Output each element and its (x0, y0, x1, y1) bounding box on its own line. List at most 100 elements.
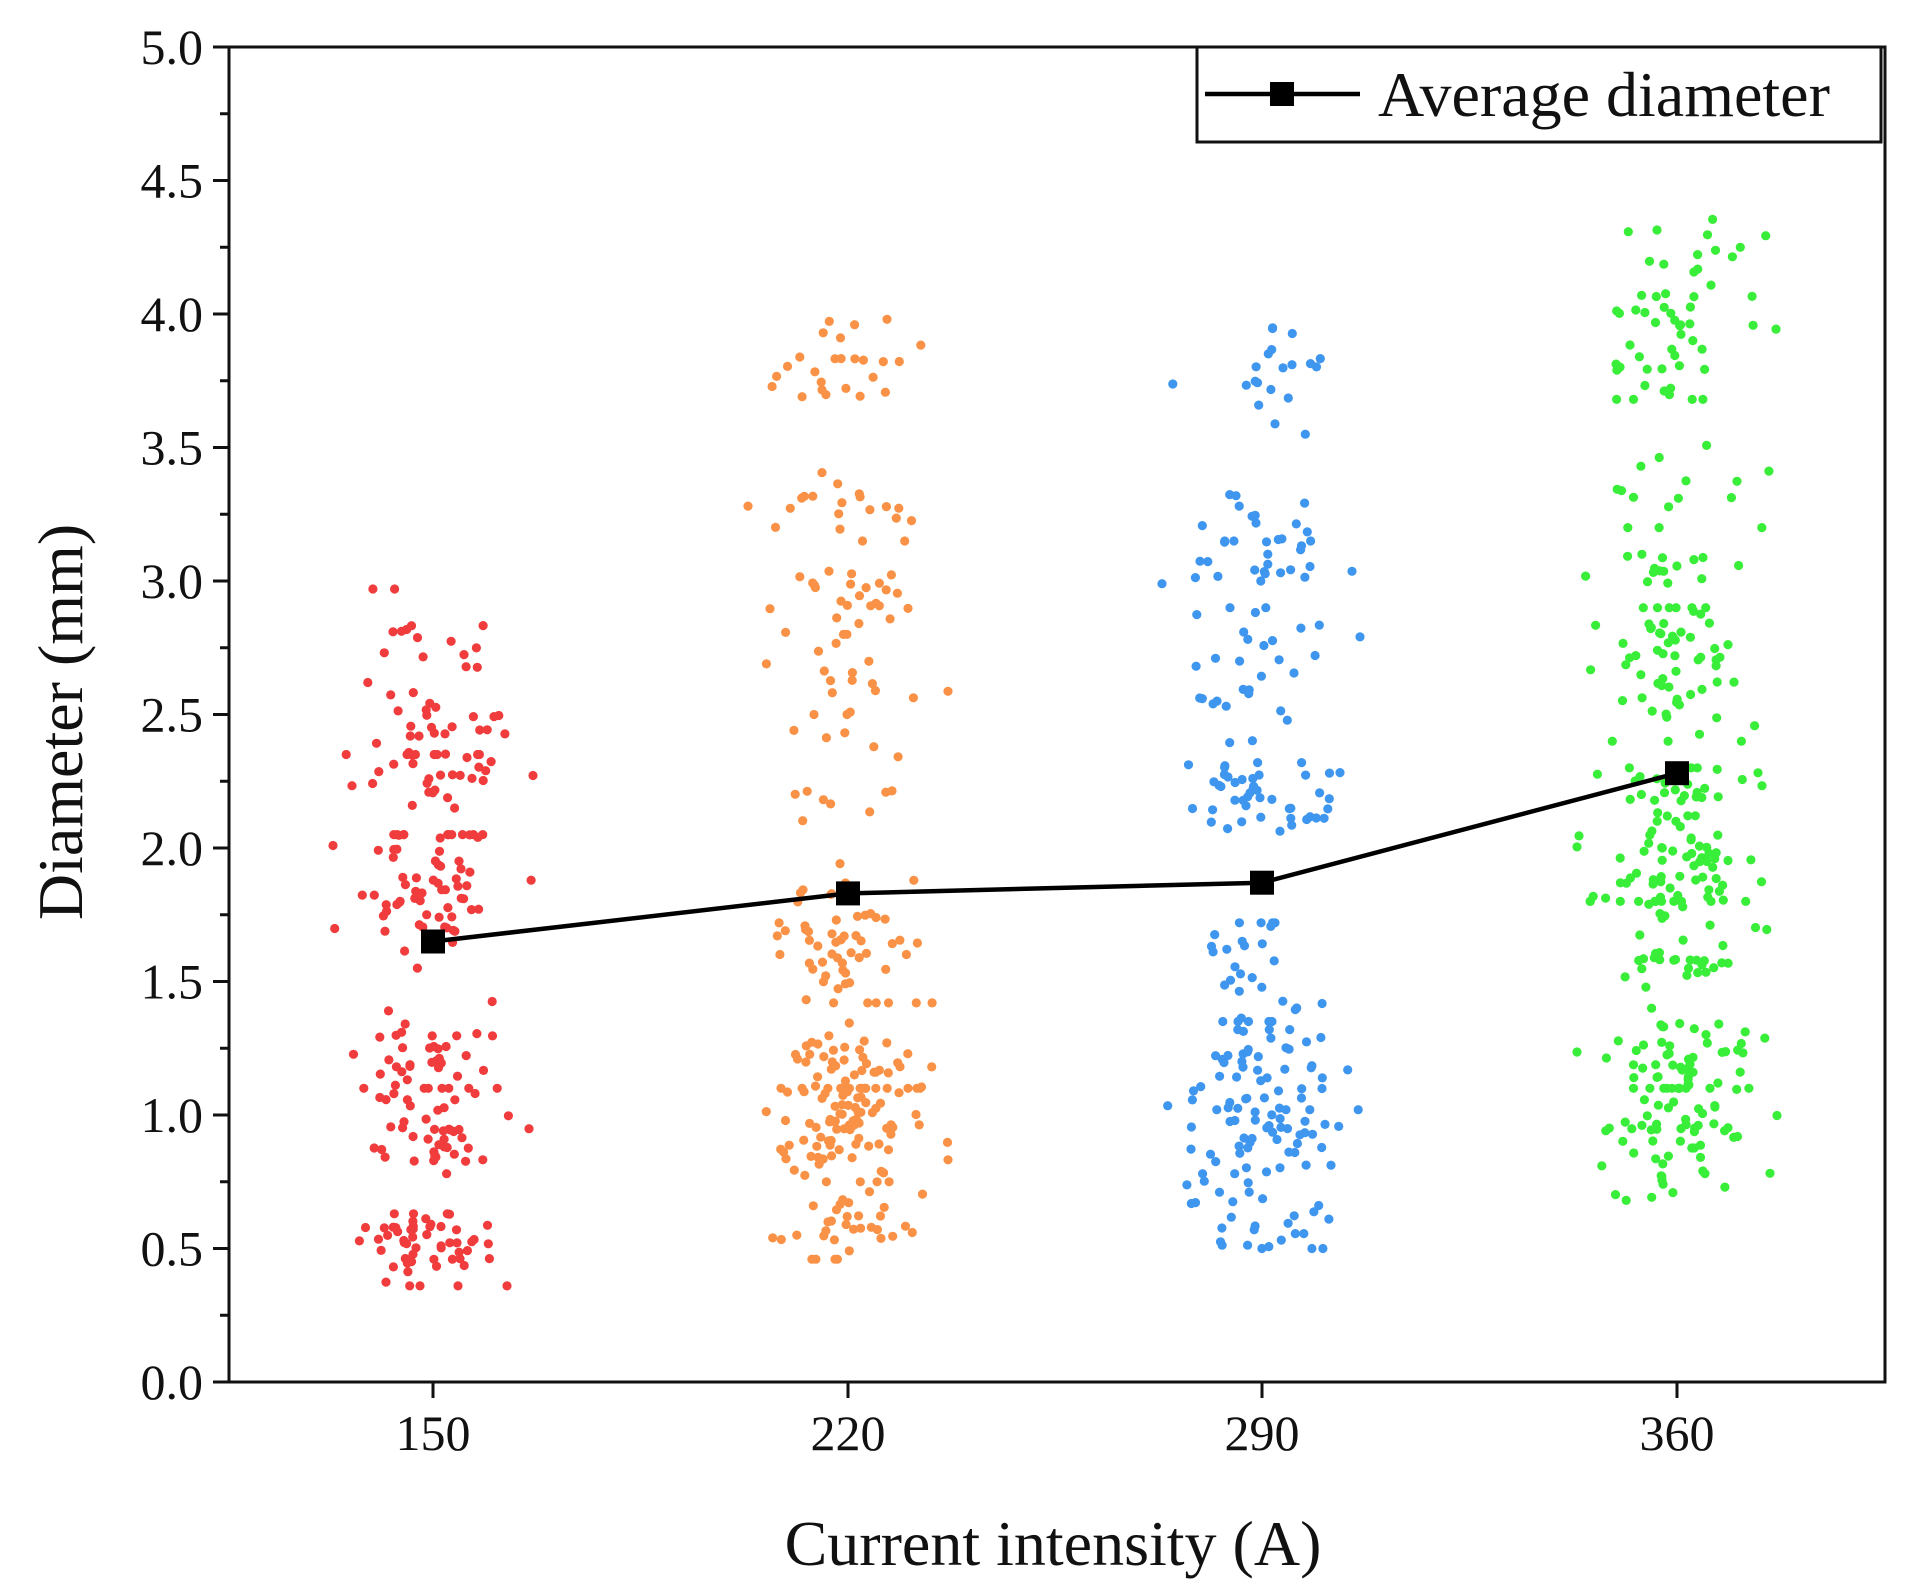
scatter-point (1673, 493, 1683, 503)
scatter-point (1681, 476, 1691, 486)
scatter-point (842, 1211, 852, 1222)
scatter-point (888, 1231, 898, 1241)
scatter-point (354, 1236, 364, 1246)
scatter-point (874, 578, 885, 588)
scatter-point (767, 381, 777, 392)
scatter-point (1715, 652, 1725, 662)
scatter-point (1618, 638, 1628, 649)
scatter-point (1723, 855, 1733, 866)
scatter-point (1686, 833, 1696, 843)
scatter-point (1727, 252, 1737, 262)
scatter-point (1732, 1084, 1742, 1094)
scatter-point (1650, 896, 1660, 907)
scatter-point (1748, 320, 1758, 330)
scatter-point (1676, 627, 1686, 637)
scatter-point (1659, 566, 1669, 576)
scatter-point (440, 729, 450, 739)
scatter-point (1263, 349, 1273, 359)
scatter-point (1244, 1187, 1254, 1197)
scatter-point (433, 1063, 444, 1073)
scatter-point (379, 648, 389, 658)
scatter-point (817, 468, 827, 478)
scatter-point (1285, 1025, 1295, 1035)
scatter-point (859, 1083, 870, 1093)
scatter-point (1316, 1032, 1326, 1043)
scatter-point (1247, 736, 1257, 746)
scatter-point (1637, 549, 1647, 559)
scatter-point (797, 392, 807, 402)
scatter-point (851, 1115, 861, 1125)
scatter-point (1618, 1136, 1628, 1146)
scatter-point (1675, 871, 1685, 881)
scatter-point (1668, 1060, 1678, 1070)
scatter-point (1243, 1143, 1253, 1153)
scatter-point (487, 1031, 498, 1041)
scatter-point (785, 503, 795, 513)
scatter-point (1712, 713, 1722, 723)
scatter-point (1674, 361, 1684, 371)
scatter-point (1230, 777, 1240, 788)
scatter-point (1314, 620, 1324, 630)
scatter-point (395, 896, 405, 906)
scatter-point (381, 1095, 391, 1105)
scatter-point (809, 709, 819, 720)
scatter-point (1208, 699, 1218, 709)
scatter-point (893, 752, 903, 762)
scatter-point (1237, 817, 1247, 827)
scatter-point (1692, 787, 1702, 798)
scatter-point (1588, 891, 1598, 902)
scatter-point (861, 1059, 872, 1069)
scatter-point (369, 890, 379, 900)
scatter-point (900, 536, 910, 546)
scatter-point (388, 1262, 398, 1272)
scatter-point (894, 1088, 904, 1098)
scatter-point (1256, 812, 1266, 822)
scatter-point (411, 873, 421, 883)
scatter-point (907, 1227, 917, 1238)
scatter-point (380, 926, 390, 936)
scatter-point (1243, 1178, 1253, 1188)
axis-titles: Current intensity (A) Diameter (mm) (25, 524, 1321, 1579)
scatter-point (1757, 523, 1767, 533)
scatter-point (369, 1143, 379, 1153)
scatter-point (405, 1281, 415, 1291)
scatter-point (1254, 770, 1264, 780)
scatter-point (845, 707, 855, 717)
scatter-point (1697, 574, 1707, 584)
scatter-point (1744, 1083, 1754, 1093)
scatter-point (471, 643, 481, 653)
scatter-point (1657, 553, 1668, 563)
scatter-point (802, 786, 812, 796)
scatter-point (1225, 603, 1235, 613)
scatter-point (422, 1230, 432, 1240)
scatter-point (1267, 636, 1278, 646)
scatter-point (414, 920, 424, 930)
scatter-point (1635, 930, 1645, 940)
scatter-point (832, 613, 842, 623)
scatter-point (811, 1122, 821, 1132)
scatter-point (801, 995, 811, 1005)
scatter-point (1186, 1122, 1196, 1132)
scatter-point (1237, 774, 1247, 785)
scatter-point (1241, 380, 1251, 390)
scatter-point (874, 1139, 884, 1149)
scatter-point (415, 1281, 425, 1291)
scatter-point (1713, 830, 1723, 840)
scatter-point (1286, 813, 1296, 823)
scatter-point (1656, 872, 1666, 882)
scatter-point (405, 1061, 415, 1071)
scatter-point (328, 840, 338, 851)
scatter-point (1625, 794, 1635, 805)
scatter-point (1318, 1243, 1328, 1254)
scatter-point (1698, 394, 1708, 404)
scatter-point (1705, 920, 1715, 930)
scatter-point (1709, 963, 1719, 973)
scatter-point (832, 1254, 843, 1264)
scatter-point (1276, 706, 1286, 716)
scatter-point (1266, 921, 1276, 932)
scatter-point (1631, 1045, 1641, 1056)
scatter-point (1736, 736, 1746, 746)
legend-label: Average diameter (1378, 59, 1830, 130)
scatter-point (528, 770, 538, 781)
scatter-point (1300, 498, 1310, 508)
